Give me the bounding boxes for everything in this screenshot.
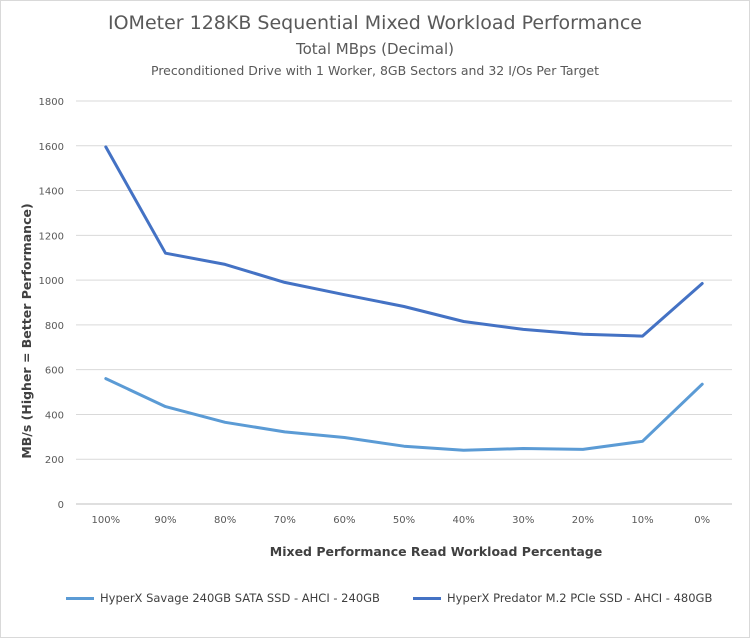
y-tick-label: 1800: [39, 97, 64, 108]
legend-swatch-predator: [413, 596, 441, 600]
y-axis-label: MB/s (Higher = Better Performance): [19, 203, 34, 458]
legend-label-savage: HyperX Savage 240GB SATA SSD - AHCI - 24…: [100, 591, 380, 605]
y-tick-label: 1200: [39, 231, 64, 242]
x-tick-label: 40%: [453, 515, 475, 526]
y-tick-label: 1600: [39, 142, 64, 153]
x-tick-label: 50%: [393, 515, 415, 526]
y-axis-ticks: 0 200 400 600 800 1000 1200 1400 1600 1800: [39, 97, 64, 511]
gridlines: [76, 100, 732, 505]
x-tick-label: 30%: [512, 515, 534, 526]
chart-title: IOMeter 128KB Sequential Mixed Workload …: [108, 12, 642, 34]
series-line-1: [104, 145, 704, 338]
chart-subtitle: Total MBps (Decimal): [295, 40, 454, 58]
x-tick-label: 20%: [572, 515, 594, 526]
x-tick-label: 0%: [694, 515, 710, 526]
legend-item-savage: HyperX Savage 240GB SATA SSD - AHCI - 24…: [66, 591, 380, 605]
legend-label-predator: HyperX Predator M.2 PCIe SSD - AHCI - 48…: [447, 591, 713, 605]
x-tick-label: 60%: [333, 515, 355, 526]
legend-swatch-savage: [66, 596, 94, 600]
chart-subtitle-2: Preconditioned Drive with 1 Worker, 8GB …: [151, 63, 599, 78]
x-tick-label: 100%: [92, 515, 121, 526]
y-tick-label: 1400: [39, 187, 64, 198]
x-tick-label: 10%: [631, 515, 653, 526]
x-axis-label: Mixed Performance Read Workload Percenta…: [270, 544, 602, 559]
y-tick-label: 1000: [39, 276, 64, 287]
x-tick-label: 70%: [274, 515, 296, 526]
y-tick-label: 400: [45, 410, 64, 421]
series-line-0: [104, 377, 704, 452]
y-tick-label: 0: [58, 500, 64, 511]
y-tick-label: 200: [45, 455, 64, 466]
x-tick-label: 90%: [154, 515, 176, 526]
legend-item-predator: HyperX Predator M.2 PCIe SSD - AHCI - 48…: [413, 591, 712, 605]
x-axis-ticks: 100% 90% 80% 70% 60% 50% 40% 30% 20% 10% 0%: [92, 515, 711, 526]
series-lines: [104, 145, 704, 452]
y-tick-label: 800: [45, 321, 64, 332]
y-tick-label: 600: [45, 366, 64, 377]
x-tick-label: 80%: [214, 515, 236, 526]
